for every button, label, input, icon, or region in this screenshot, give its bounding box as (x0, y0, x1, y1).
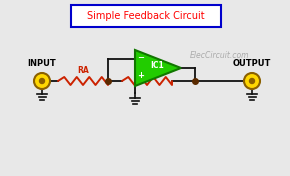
Text: Simple Feedback Circuit: Simple Feedback Circuit (87, 11, 205, 21)
Text: RA: RA (77, 66, 89, 75)
Text: IC1: IC1 (150, 61, 164, 71)
Text: −: − (137, 54, 144, 62)
Text: +: + (137, 71, 144, 80)
Text: INPUT: INPUT (28, 59, 56, 68)
Polygon shape (135, 50, 181, 86)
Circle shape (34, 73, 50, 89)
Text: OUTPUT: OUTPUT (233, 59, 271, 68)
Circle shape (244, 73, 260, 89)
Circle shape (249, 78, 255, 83)
Text: RB: RB (141, 66, 153, 75)
Circle shape (39, 78, 44, 83)
FancyBboxPatch shape (71, 5, 221, 27)
Text: ElecCircuit.com: ElecCircuit.com (190, 52, 250, 61)
